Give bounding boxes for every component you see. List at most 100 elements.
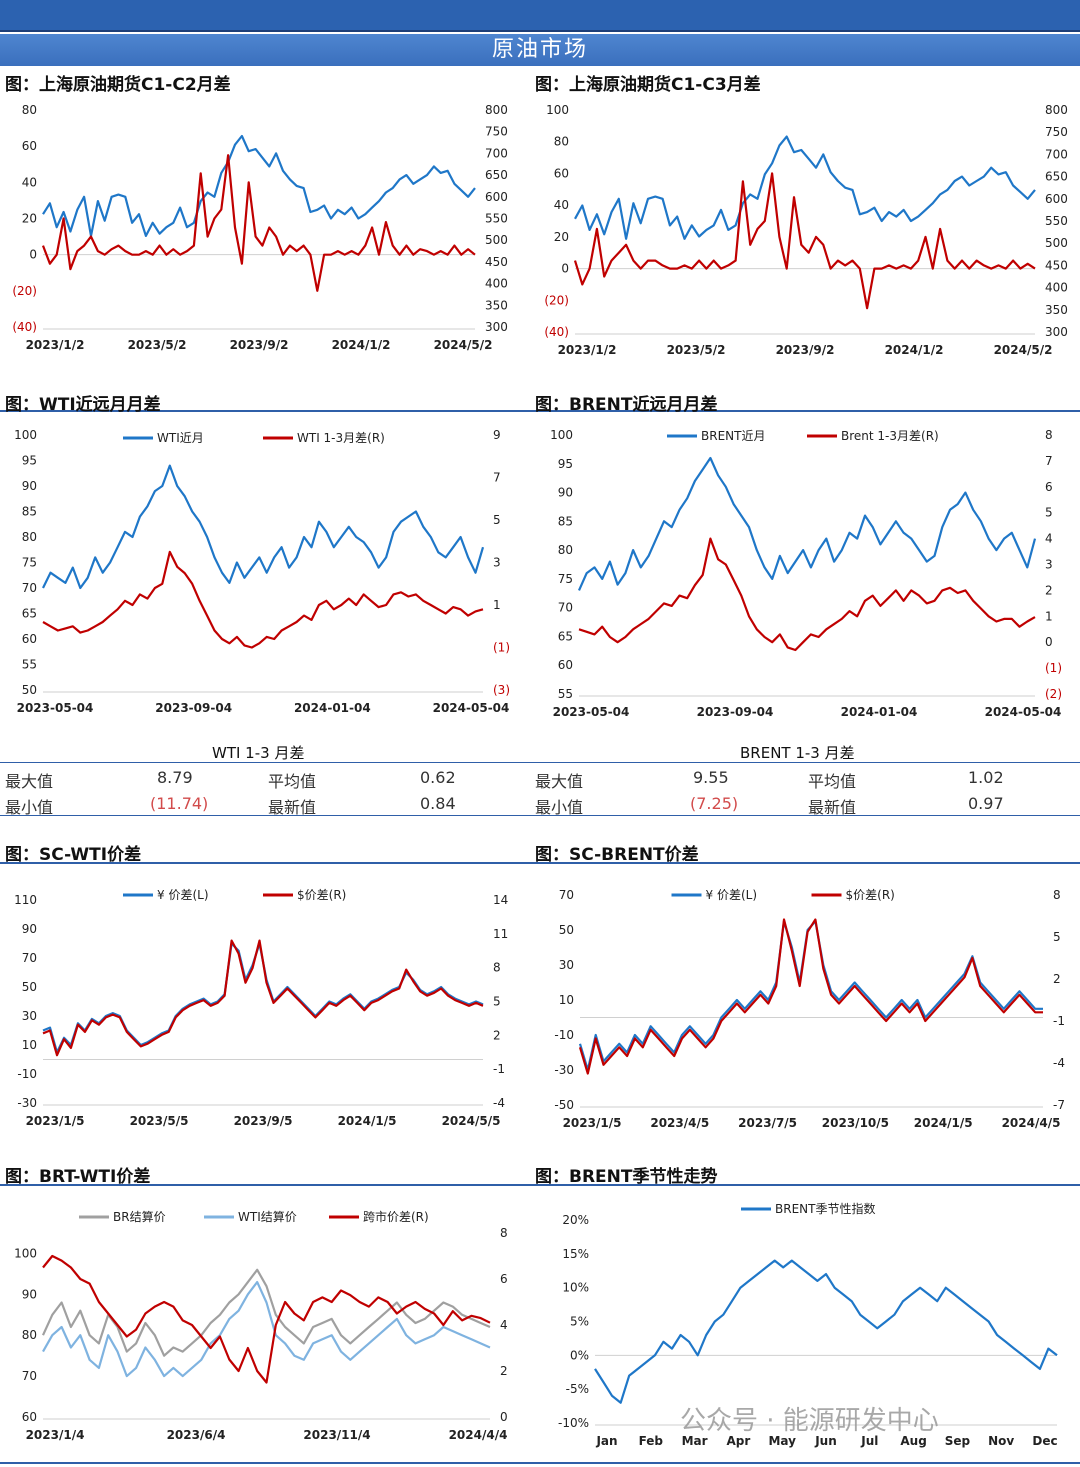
x-tick-label: Apr [727,1434,751,1448]
x-tick-label: 2024-01-04 [841,705,918,719]
y-left-tick-label: 20 [554,230,569,244]
y-right-tick-label: -4 [1053,1056,1065,1070]
y-left-tick-label: 0 [561,262,569,276]
series-line-1 [42,464,485,590]
y-left-tick-label: 30 [559,958,574,972]
y-right-tick-label: 5 [1045,506,1053,520]
y-right-tick-label: 650 [485,168,508,182]
y-left-tick-label: 80 [22,103,37,117]
brent-max-value: 9.55 [693,768,729,787]
x-tick-label: 2023/5/2 [128,338,187,352]
legend-label: WTI结算价 [238,1209,297,1224]
y-right-tick-label: 5 [1053,930,1061,944]
chart-title-brent: 图：BRENT近远月月差 [535,395,718,415]
chart-season: 20% 15% 10% 5% 0% -5% -10% Jan Feb Mar Apr May Jun Ju… [558,1201,1058,1448]
x-tick-label: 2023/5/2 [667,343,726,357]
y-left-tick-label: 95 [22,454,37,468]
y-left-tick-label: 15% [562,1247,589,1261]
series-line-1 [41,1268,491,1357]
series-line-2 [573,172,1036,310]
y-right-tick-label: 550 [1045,214,1068,228]
y-left-tick-label: 55 [558,687,573,701]
y-right-tick-label: 700 [485,146,508,160]
y-right-tick-label: 8 [1045,428,1053,442]
y-left-tick-label: -30 [554,1063,574,1077]
y-left-tick-label: 20 [22,212,37,226]
y-right-tick-label: 8 [500,1226,508,1240]
y-right-tick-label: 11 [493,927,508,941]
y-left-tick-label: 60 [558,658,573,672]
y-left-tick-label: 100 [14,1246,37,1260]
y-left-tick-label: 60 [22,139,37,153]
y-left-tick-label: 90 [558,486,573,500]
x-tick-label: 2023/1/5 [26,1114,85,1128]
y-left-tick-label: -10 [554,1028,574,1042]
y-right-tick-label: 500 [1045,236,1068,250]
divider [0,862,1080,864]
y-right-tick-label: 2 [1053,972,1061,986]
series-line-1 [42,134,476,237]
y-left-tick-label: (20) [12,284,37,298]
wti-latest-value: 0.84 [420,794,456,813]
wti-max-value: 8.79 [157,768,193,787]
series-line-2 [578,918,1043,1075]
y-right-tick-label: (3) [493,683,510,697]
y-right-tick-label: 4 [1045,532,1053,546]
y-left-tick-label: (40) [544,325,569,339]
series-line-2 [42,1280,491,1378]
y-left-tick-label: 80 [22,530,37,544]
brent-min-label: 最小值 [535,798,584,817]
x-tick-label: 2023/9/2 [776,343,835,357]
x-tick-label: 2023-09-04 [697,705,774,719]
y-left-tick-label: 60 [22,1410,37,1424]
legend-label: ¥ 价差(L) [706,888,758,902]
series-line-2 [42,939,484,1057]
x-tick-label: 2024/1/2 [332,338,391,352]
wti-min-label: 最小值 [5,798,54,817]
y-left-tick-label: 75 [558,572,573,586]
y-left-tick-label: 65 [558,629,573,643]
y-right-tick-label: 450 [1045,258,1068,272]
y-right-tick-label: 0 [1045,635,1053,649]
y-right-tick-label: 800 [1045,103,1068,117]
x-tick-label: 2024/4/4 [449,1428,508,1442]
y-left-tick-label: 55 [22,658,37,672]
chart-title-c1c2: 图：上海原油期货C1-C2月差 [5,75,231,95]
y-right-tick-label: 400 [485,277,508,291]
chart-title-scwti: 图：SC-WTI价差 [5,845,142,865]
x-tick-label: Feb [639,1434,664,1448]
y-right-tick-label: 550 [485,212,508,226]
y-left-tick-label: 80 [22,1328,37,1342]
x-tick-label: 2023/7/5 [738,1116,797,1130]
y-right-tick-label: 450 [485,255,508,269]
divider [0,1184,1080,1186]
x-tick-label: 2023-05-04 [553,705,630,719]
x-tick-label: 2023/1/2 [558,343,617,357]
y-left-tick-label: 10% [562,1281,589,1295]
y-left-tick-label: -50 [554,1098,574,1112]
y-left-tick-label: 80 [558,543,573,557]
x-tick-label: 2023-05-04 [17,701,94,715]
y-right-tick-label: (1) [493,641,510,655]
x-tick-label: May [768,1434,796,1448]
x-tick-label: 2023/11/4 [303,1428,370,1442]
y-left-tick-label: 40 [22,175,37,189]
y-right-tick-label: 400 [1045,281,1068,295]
y-left-tick-label: 50 [22,980,37,994]
y-left-tick-label: 5% [570,1315,589,1329]
y-left-tick-label: 75 [22,556,37,570]
y-right-tick-label: 300 [1045,325,1068,339]
chart-brtwti: 100 90 80 70 60 8 6 4 2 0 2023/1/4 2023/6/4 2023/11/… [14,1209,508,1442]
x-tick-label: 2024/1/2 [885,343,944,357]
brent-stats-title: BRENT 1-3 月差 [740,744,855,762]
legend-label: $价差(R) [297,888,346,902]
y-right-tick-label: -7 [1053,1098,1065,1112]
divider [0,815,1080,816]
x-tick-label: Mar [682,1434,708,1448]
x-tick-label: 2024/5/2 [434,338,493,352]
y-left-tick-label: 60 [554,166,569,180]
top-bar [0,0,1080,32]
x-tick-label: 2024/1/5 [338,1114,397,1128]
legend-label: ¥ 价差(L) [157,888,209,902]
brent-latest-value: 0.97 [968,794,1004,813]
